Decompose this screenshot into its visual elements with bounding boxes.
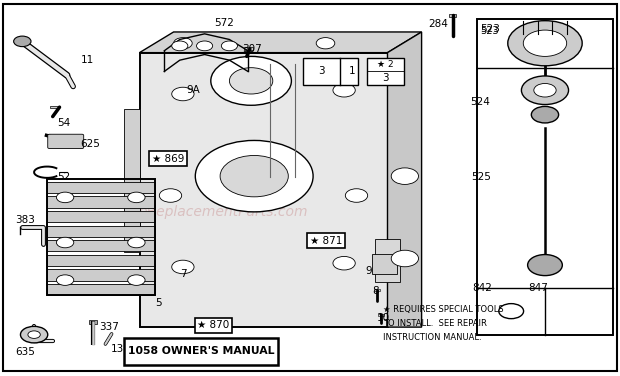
Circle shape	[220, 156, 288, 197]
Circle shape	[56, 192, 74, 203]
Circle shape	[197, 41, 213, 51]
Text: 284: 284	[428, 20, 448, 29]
Text: ★ REQUIRES SPECIAL TOOLS: ★ REQUIRES SPECIAL TOOLS	[383, 305, 504, 314]
Circle shape	[172, 87, 194, 101]
Circle shape	[528, 255, 562, 276]
Text: 8: 8	[372, 287, 379, 296]
Text: 572: 572	[214, 18, 234, 27]
Bar	[46, 255, 155, 266]
Circle shape	[523, 30, 567, 56]
Text: 635: 635	[16, 347, 35, 356]
Text: 54: 54	[58, 118, 71, 128]
Bar	[46, 240, 155, 252]
Circle shape	[28, 331, 40, 338]
Text: 9A: 9A	[186, 85, 200, 95]
Circle shape	[128, 237, 145, 248]
Bar	[372, 254, 397, 274]
Bar	[303, 58, 358, 85]
Circle shape	[14, 36, 31, 47]
Text: 383: 383	[16, 215, 35, 225]
Circle shape	[229, 68, 273, 94]
Text: 523: 523	[480, 24, 500, 35]
Circle shape	[333, 83, 355, 97]
Bar	[124, 109, 140, 252]
Bar	[89, 320, 97, 324]
Text: 842: 842	[472, 283, 492, 293]
Text: ★ 869: ★ 869	[152, 154, 184, 164]
Text: 525: 525	[471, 172, 491, 182]
Circle shape	[316, 38, 335, 49]
Text: ★ 871: ★ 871	[310, 236, 342, 246]
Bar	[449, 14, 456, 17]
Polygon shape	[140, 32, 422, 53]
Circle shape	[20, 326, 48, 343]
Text: 3: 3	[318, 67, 324, 76]
Circle shape	[174, 38, 192, 49]
Circle shape	[345, 189, 368, 202]
Text: 5: 5	[155, 298, 162, 308]
Bar	[46, 211, 155, 222]
Text: 523: 523	[480, 26, 498, 36]
Circle shape	[128, 275, 145, 285]
Text: 1: 1	[349, 67, 355, 76]
Text: INSTRUCTION MANUAL.: INSTRUCTION MANUAL.	[383, 333, 482, 342]
Circle shape	[159, 189, 182, 202]
Bar	[244, 47, 253, 50]
Circle shape	[391, 168, 419, 184]
Bar	[46, 226, 155, 237]
Text: TO INSTALL.  SEE REPAIR: TO INSTALL. SEE REPAIR	[383, 319, 487, 328]
Bar	[374, 289, 380, 291]
Circle shape	[508, 21, 582, 66]
Bar	[367, 58, 404, 85]
Bar	[46, 269, 155, 280]
Bar	[46, 182, 155, 193]
Text: 52: 52	[57, 172, 70, 182]
Bar	[140, 53, 388, 327]
Circle shape	[211, 56, 291, 105]
FancyBboxPatch shape	[48, 134, 84, 149]
Circle shape	[128, 192, 145, 203]
Circle shape	[498, 304, 523, 319]
Text: 1058 OWNER'S MANUAL: 1058 OWNER'S MANUAL	[128, 346, 274, 356]
Circle shape	[221, 41, 237, 51]
Circle shape	[172, 41, 188, 51]
Text: 307: 307	[242, 44, 262, 54]
Circle shape	[534, 83, 556, 97]
Text: 337: 337	[99, 322, 119, 332]
Bar	[378, 314, 384, 316]
Bar	[46, 284, 155, 295]
Text: 9: 9	[366, 266, 373, 276]
Bar	[124, 338, 278, 365]
Text: ★ 870: ★ 870	[197, 320, 229, 330]
Text: 7: 7	[180, 270, 187, 279]
Text: 13: 13	[110, 344, 123, 354]
Circle shape	[56, 237, 74, 248]
Circle shape	[521, 76, 569, 105]
Bar	[50, 106, 59, 108]
Text: eReplacementParts.com: eReplacementParts.com	[138, 205, 308, 220]
Bar	[477, 19, 613, 335]
Text: 847: 847	[528, 283, 548, 293]
Polygon shape	[388, 32, 422, 327]
Text: 524: 524	[470, 97, 490, 106]
Text: 3: 3	[383, 73, 389, 83]
Bar	[375, 261, 400, 282]
Text: 10: 10	[377, 313, 390, 323]
Circle shape	[172, 260, 194, 274]
Text: 625: 625	[81, 139, 100, 149]
Bar	[46, 197, 155, 208]
Circle shape	[56, 275, 74, 285]
Bar	[46, 179, 155, 295]
Circle shape	[333, 256, 355, 270]
Bar	[375, 239, 400, 259]
Circle shape	[531, 106, 559, 123]
Circle shape	[195, 140, 313, 212]
Circle shape	[391, 250, 419, 267]
Text: ★ 2: ★ 2	[378, 60, 394, 69]
Text: 3: 3	[304, 63, 311, 73]
Text: 11: 11	[81, 55, 94, 65]
